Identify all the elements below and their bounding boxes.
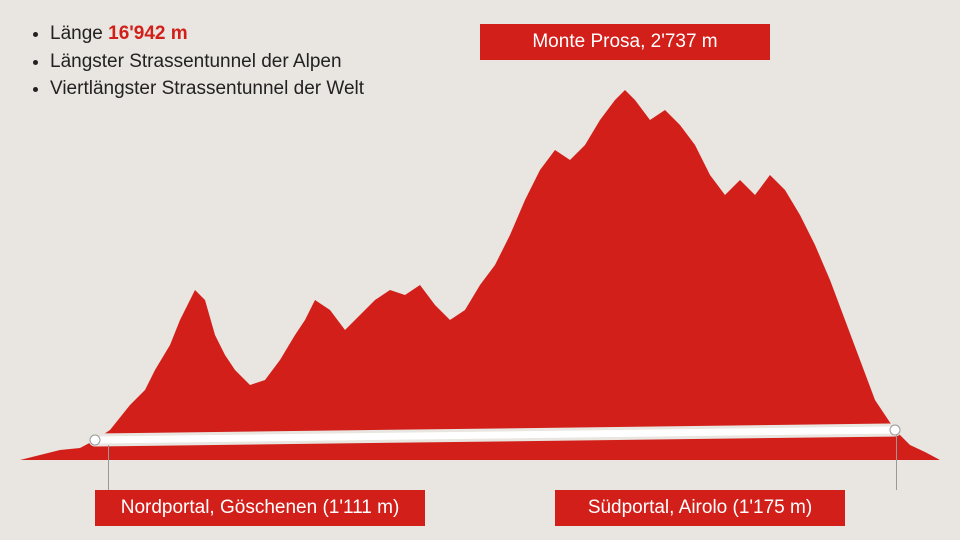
peak-label: Monte Prosa, 2'737 m [480,24,770,60]
south-label-text: Südportal, Airolo (1'175 m) [588,497,812,518]
north-portal-label: Nordportal, Göschenen (1'111 m) [95,490,425,526]
peak-label-text: Monte Prosa, 2'737 m [532,31,717,52]
mountain-silhouette [20,90,940,460]
south-portal-label: Südportal, Airolo (1'175 m) [555,490,845,526]
south-leader-line [896,435,897,490]
north-portal-marker [90,435,100,445]
south-portal-marker [890,425,900,435]
north-leader-line [108,445,109,490]
infographic-canvas: Länge 16'942 m Längster Strassentunnel d… [0,0,960,540]
north-label-text: Nordportal, Göschenen (1'111 m) [121,497,400,518]
elevation-profile [0,0,960,540]
